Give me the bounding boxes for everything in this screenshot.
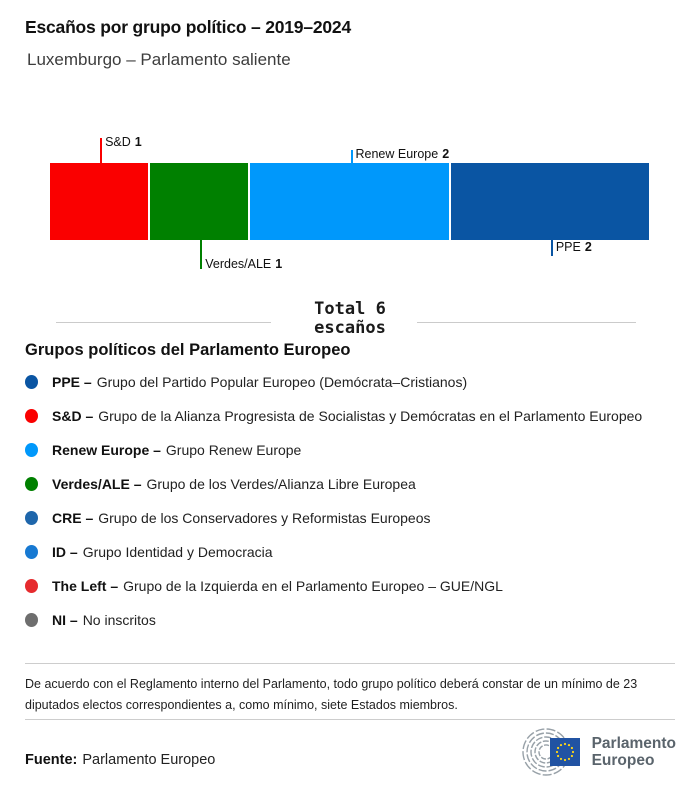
bar-label-tick — [100, 138, 103, 163]
eu-flag-icon — [549, 738, 580, 766]
ep-hemicycle-icon — [521, 728, 580, 776]
source-value: Parlamento Europeo — [82, 752, 216, 768]
legend-text: The Left – Grupo de la Izquierda en el Pa… — [52, 578, 503, 594]
divider-line-left — [56, 322, 271, 323]
bar-label-text: PPE 2 — [555, 240, 592, 254]
divider — [25, 663, 675, 664]
eu-stars — [555, 742, 574, 762]
legend-color-dot — [25, 545, 38, 559]
legend: PPE – Grupo del Partido Popular Europeo (… — [25, 365, 642, 637]
bar-label-text: Renew Europe 2 — [355, 147, 450, 161]
legend-text: ID – Grupo Identidad y Democracia — [52, 544, 273, 560]
total-seats-line1: Total 6 — [314, 299, 386, 319]
bar-label-tick — [550, 240, 553, 256]
legend-text: CRE – Grupo de los Conservadores y Reform… — [52, 510, 431, 526]
bar-label-text: S&D 1 — [105, 135, 142, 149]
footnote: De acuerdo con el Reglamento interno del… — [25, 677, 638, 712]
legend-text: S&D – Grupo de la Alianza Progresista de … — [52, 408, 643, 424]
divider-line-right — [417, 322, 636, 323]
bar-segment-renew-europe[interactable] — [250, 163, 449, 240]
bar-label-text: Verdes/ALE 1 — [205, 257, 283, 271]
total-seats-label: Total 6 escaños — [280, 300, 420, 338]
bar-label-tick — [350, 150, 353, 163]
legend-color-dot — [25, 375, 38, 389]
ep-logo: Parlamento Europeo — [512, 726, 676, 778]
ep-logo-text: Parlamento Europeo — [591, 734, 676, 769]
legend-text: PPE – Grupo del Partido Popular Europeo (… — [52, 374, 468, 390]
legend-color-dot — [25, 477, 38, 491]
legend-item-ni: NI – No inscritos — [25, 603, 642, 637]
legend-text: NI – No inscritos — [52, 612, 156, 628]
bar-segment-ppe[interactable] — [450, 163, 649, 240]
bar-segment-verdes-ale[interactable] — [150, 163, 249, 240]
legend-item-id: ID – Grupo Identidad y Democracia — [25, 535, 642, 569]
legend-color-dot — [25, 613, 38, 627]
total-seats-line2: escaños — [314, 318, 386, 338]
source-label: Fuente: — [25, 752, 78, 768]
legend-text: Verdes/ALE – Grupo de los Verdes/Alianza … — [52, 476, 416, 492]
legend-color-dot — [25, 443, 38, 457]
legend-item-verdes-ale: Verdes/ALE – Grupo de los Verdes/Alianza … — [25, 467, 642, 501]
legend-item-the-left: The Left – Grupo de la Izquierda en el Pa… — [25, 569, 642, 603]
legend-item-renew-europe: Renew Europe – Grupo Renew Europe — [25, 433, 642, 467]
source-line: Fuente: Parlamento Europeo — [25, 752, 215, 768]
divider — [25, 719, 675, 720]
page-subtitle: Luxemburgo – Parlamento saliente — [27, 50, 291, 69]
legend-title: Grupos políticos del Parlamento Europeo — [25, 341, 351, 359]
legend-item-cre: CRE – Grupo de los Conservadores y Reform… — [25, 501, 642, 535]
legend-item-ppe: PPE – Grupo del Partido Popular Europeo (… — [25, 365, 642, 399]
legend-color-dot — [25, 579, 38, 593]
bar-label-tick — [200, 240, 203, 269]
legend-color-dot — [25, 409, 38, 423]
seats-bar — [50, 163, 651, 240]
page-title: Escaños por grupo político – 2019–2024 — [25, 17, 351, 37]
legend-item-sd: S&D – Grupo de la Alianza Progresista de … — [25, 399, 642, 433]
seats-chart: S&D 1 Verdes/ALE 1 Renew Europe 2 PPE 2 — [0, 135, 700, 271]
legend-text: Renew Europe – Grupo Renew Europe — [52, 442, 302, 458]
legend-color-dot — [25, 511, 38, 525]
bar-segment-s-d[interactable] — [50, 163, 149, 240]
